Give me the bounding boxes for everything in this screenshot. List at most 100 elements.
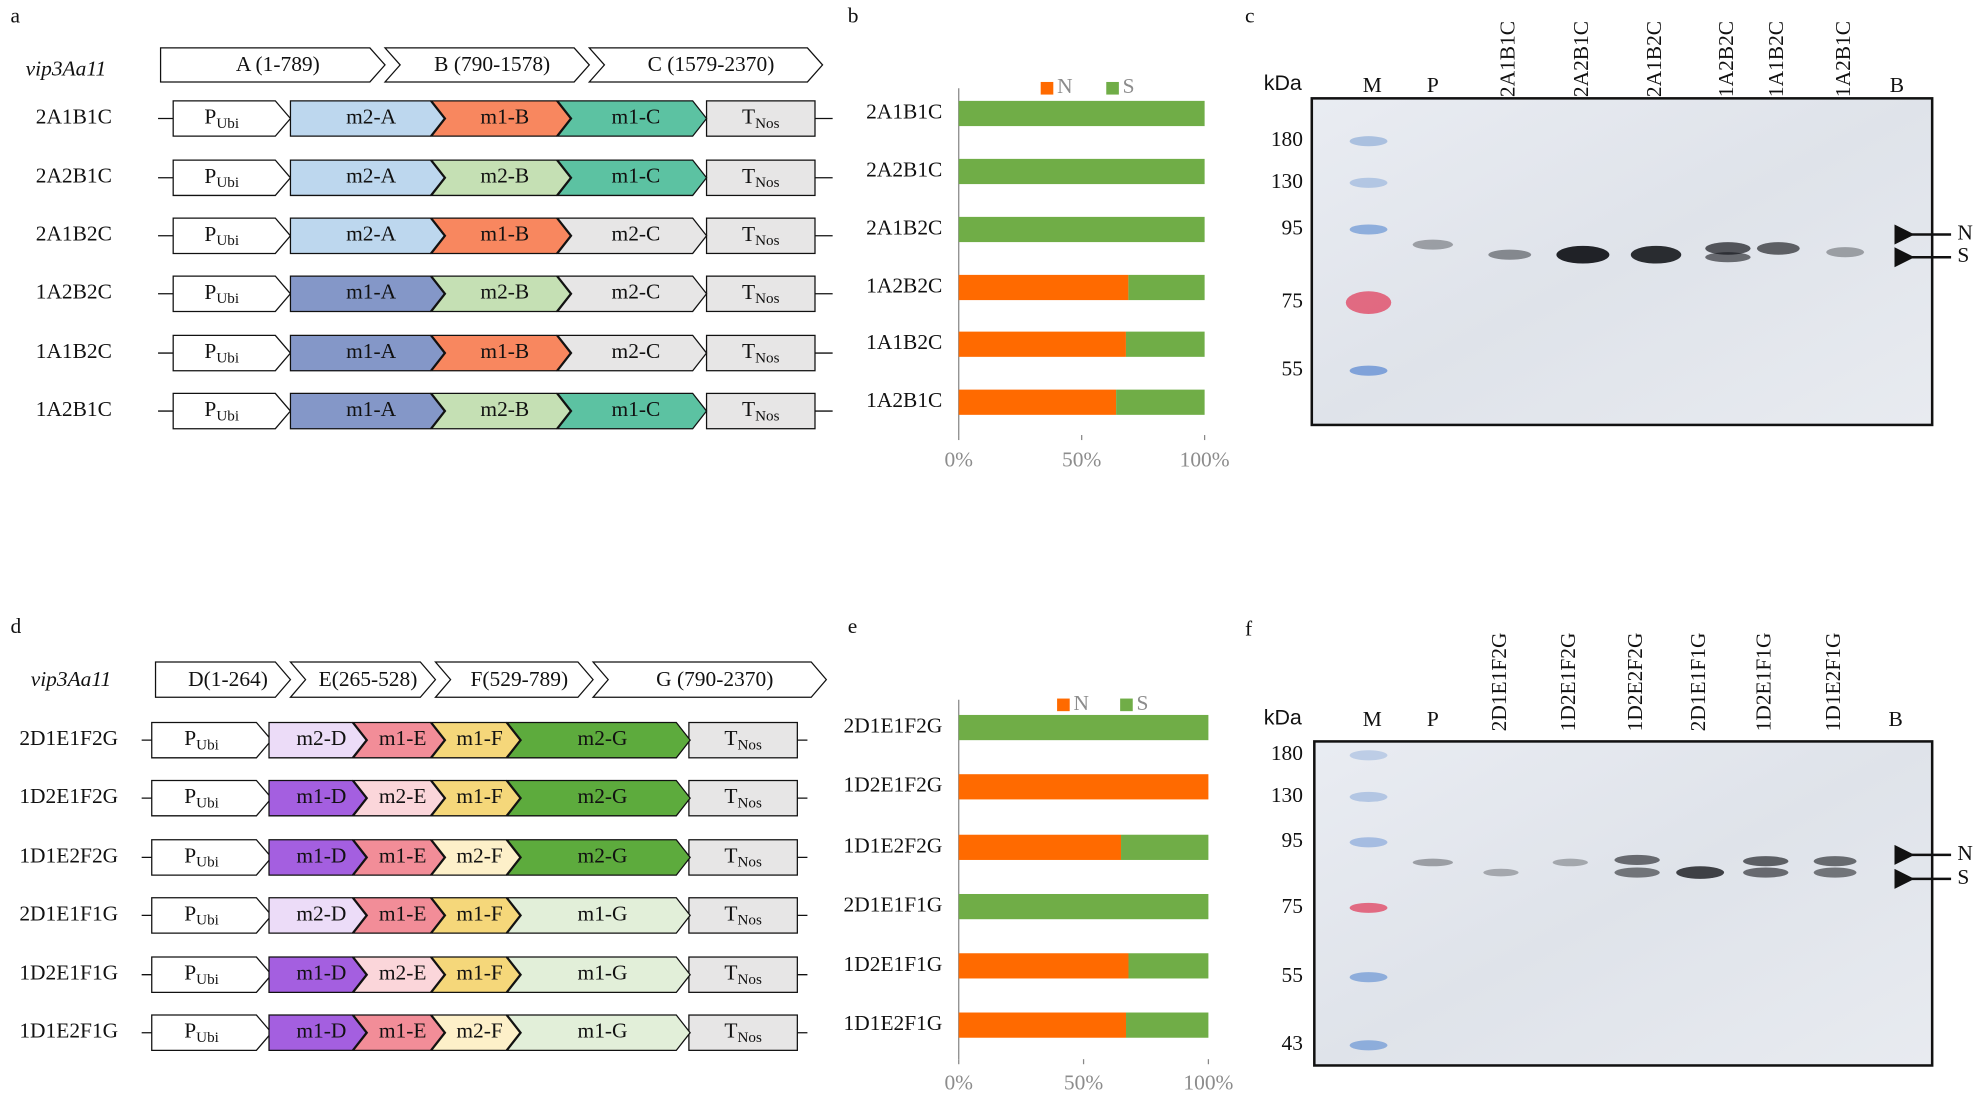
marker-size: 43: [1282, 1031, 1303, 1055]
promoter: [151, 721, 273, 759]
segment-label: m1-F: [456, 901, 503, 925]
segment: [268, 779, 367, 817]
bar-segment: [958, 714, 1209, 741]
label-sub: Nos: [755, 116, 779, 132]
label-sub: Ubi: [196, 855, 219, 871]
lane-label: 2A1B1C: [1496, 21, 1520, 97]
x-tick-label: 50%: [1064, 1070, 1103, 1094]
protein-band: [1630, 245, 1682, 264]
segment: [268, 897, 367, 934]
marker-size: 130: [1271, 783, 1303, 807]
element-label: PUbi: [184, 901, 219, 929]
segment: [430, 1014, 521, 1051]
terminator: [688, 721, 798, 759]
terminator: [705, 100, 816, 137]
lane-label: 1D2E1F2G: [1556, 633, 1580, 732]
label-main: T: [742, 280, 755, 304]
segment: [556, 392, 708, 430]
promoter: [172, 159, 292, 197]
promoter: [151, 1014, 273, 1051]
segment: [430, 392, 572, 430]
element-label: TNos: [742, 339, 780, 367]
terminator: [705, 217, 816, 255]
lane-label: 1D2E1F1G: [1752, 633, 1776, 732]
element-label: PUbi: [204, 280, 239, 308]
promoter: [172, 334, 292, 372]
lane-label: 1A2B1C: [1831, 21, 1855, 97]
header-label: A (1-789): [236, 52, 320, 76]
segment-label: m1-C: [612, 397, 661, 421]
lane-label: B: [1890, 73, 1904, 97]
element-label: PUbi: [204, 222, 239, 250]
segment: [289, 275, 446, 313]
construct-name: 2D1E1F1G: [19, 901, 118, 925]
segment: [430, 721, 521, 759]
unit-label: kDa: [1264, 71, 1302, 95]
segment-label: m2-C: [612, 339, 661, 363]
label-sub: Nos: [737, 796, 761, 812]
label-main: P: [184, 961, 196, 985]
segment: [268, 721, 367, 759]
marker-size: 95: [1282, 215, 1303, 239]
segment-label: m2-D: [296, 901, 346, 925]
label-sub: Nos: [755, 409, 779, 425]
x-tick-label: 0%: [944, 1070, 973, 1094]
legend-swatch: [1120, 698, 1133, 712]
lane-label: 1D2E2F2G: [1623, 633, 1647, 732]
segment-label: m2-A: [346, 104, 397, 128]
element-label: TNos: [742, 164, 780, 192]
element-label: PUbi: [204, 339, 239, 367]
segment: [352, 1014, 446, 1051]
header-segment: [587, 47, 824, 83]
protein-band: [1552, 858, 1588, 867]
segment: [268, 839, 367, 876]
segment-label: m1-B: [480, 104, 529, 128]
label-sub: Ubi: [196, 796, 219, 812]
segment: [430, 839, 521, 876]
lane-label: P: [1427, 73, 1439, 97]
segment: [352, 956, 446, 993]
label-main: T: [724, 843, 737, 867]
element-label: PUbi: [184, 784, 219, 812]
header-segment: [154, 661, 292, 698]
protein-band: [1756, 242, 1800, 255]
category-label: 2A2B1C: [866, 157, 942, 181]
construct-name: 1A1B2C: [36, 339, 112, 363]
label-sub: Ubi: [216, 351, 239, 367]
category-label: 1D1E2F2G: [844, 833, 943, 857]
segment-label: m1-G: [578, 901, 628, 925]
ladder-band: [1349, 902, 1388, 913]
protein-band: [1705, 242, 1751, 255]
element-label: PUbi: [204, 397, 239, 425]
promoter: [151, 956, 273, 993]
segment: [268, 1014, 367, 1051]
terminator: [688, 897, 798, 934]
segment-label: m2-G: [578, 843, 628, 867]
header-label: C (1579-2370): [648, 52, 775, 76]
segment-label: m1-E: [379, 901, 427, 925]
segment-label: m2-A: [346, 164, 397, 188]
label-main: T: [742, 104, 755, 128]
segment-label: m2-G: [578, 726, 628, 750]
blot-membrane: [1310, 97, 1934, 427]
ladder-band: [1349, 1040, 1388, 1051]
legend-swatch: [1040, 81, 1054, 95]
panel-label: b: [848, 4, 859, 28]
lane-label: 2A2B1C: [1569, 21, 1593, 97]
terminator: [688, 779, 798, 817]
legend-label: N: [1057, 74, 1072, 98]
element-label: PUbi: [184, 843, 219, 871]
segment-label: m1-F: [456, 784, 503, 808]
segment: [556, 159, 708, 197]
ladder-band: [1349, 177, 1388, 188]
protein-band: [1488, 249, 1532, 260]
protein-band: [1483, 868, 1519, 877]
unit-label: kDa: [1264, 705, 1302, 729]
label-main: P: [184, 784, 196, 808]
label-main: T: [724, 1019, 737, 1043]
panel-label: c: [1245, 4, 1255, 28]
construct-name: 1D1E2F2G: [19, 843, 118, 867]
segment-label: m1-A: [346, 280, 397, 304]
segment: [506, 779, 691, 817]
segment: [506, 956, 691, 993]
